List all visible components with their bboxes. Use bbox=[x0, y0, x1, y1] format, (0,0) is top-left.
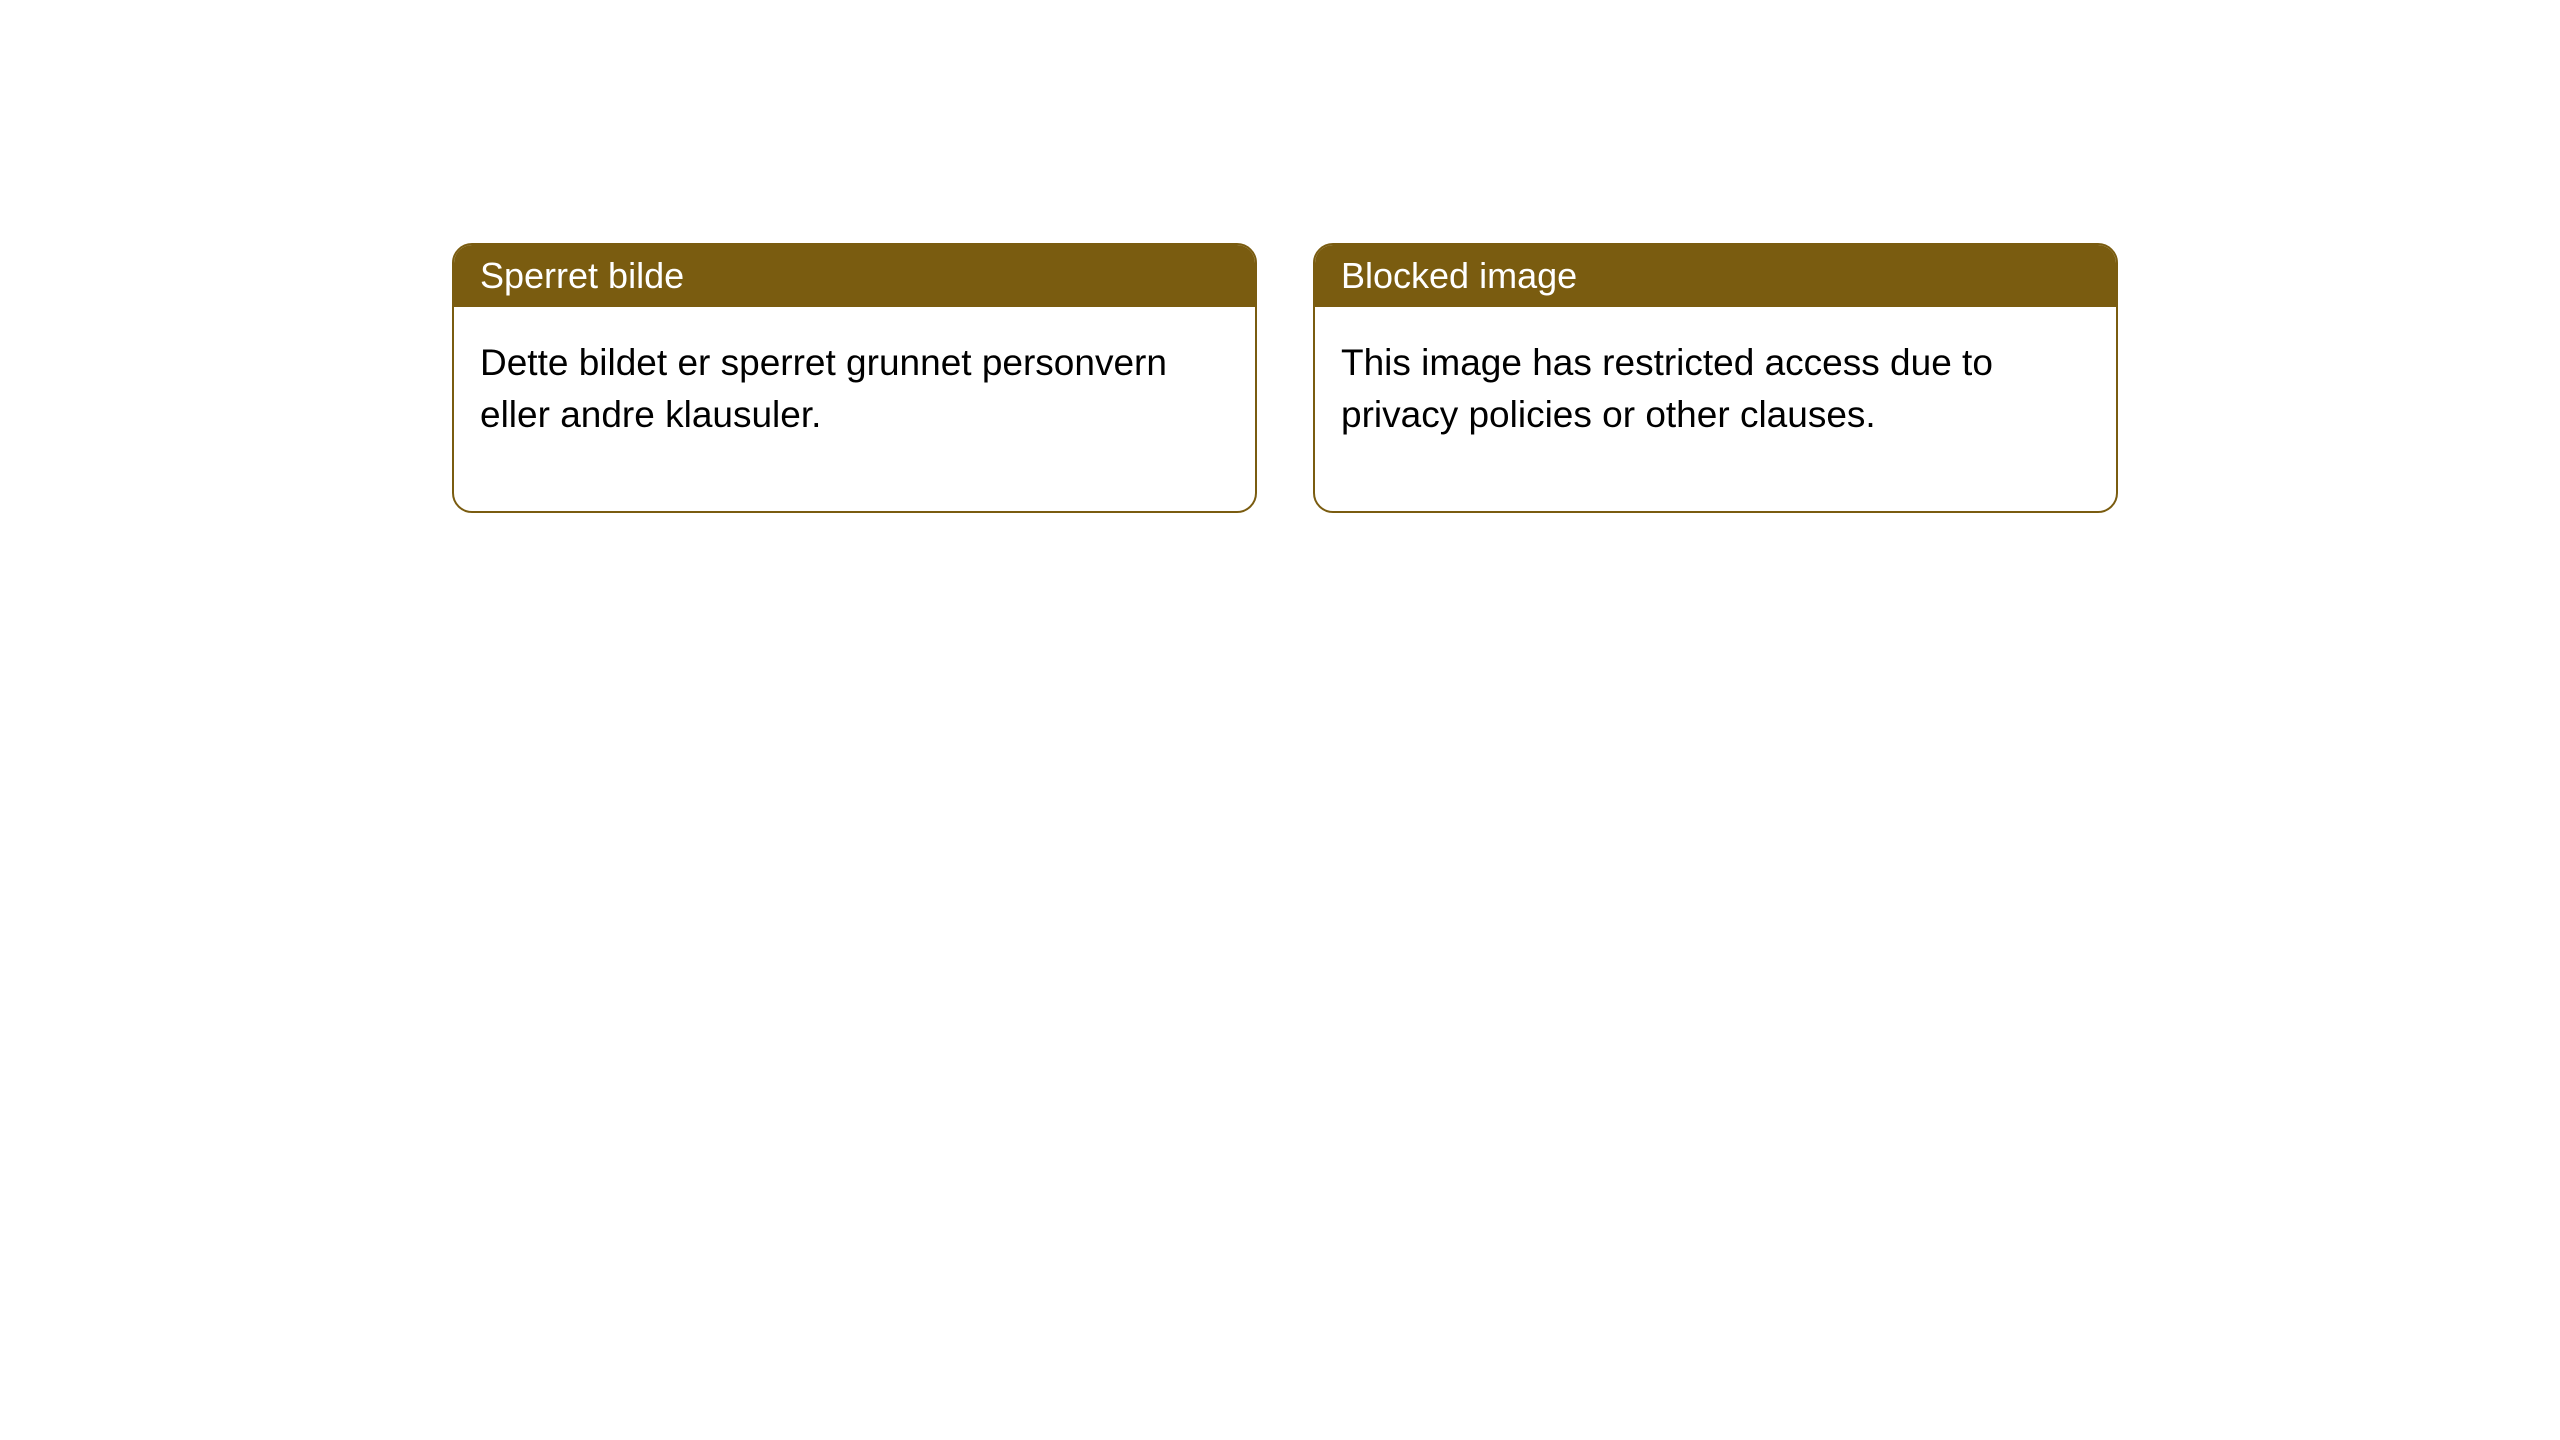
notice-body-english: This image has restricted access due to … bbox=[1315, 307, 2116, 511]
notice-title-english: Blocked image bbox=[1315, 245, 2116, 307]
notice-title-norwegian: Sperret bilde bbox=[454, 245, 1255, 307]
notice-card-norwegian: Sperret bilde Dette bildet er sperret gr… bbox=[452, 243, 1257, 513]
notice-container: Sperret bilde Dette bildet er sperret gr… bbox=[0, 0, 2560, 513]
notice-card-english: Blocked image This image has restricted … bbox=[1313, 243, 2118, 513]
notice-body-norwegian: Dette bildet er sperret grunnet personve… bbox=[454, 307, 1255, 511]
